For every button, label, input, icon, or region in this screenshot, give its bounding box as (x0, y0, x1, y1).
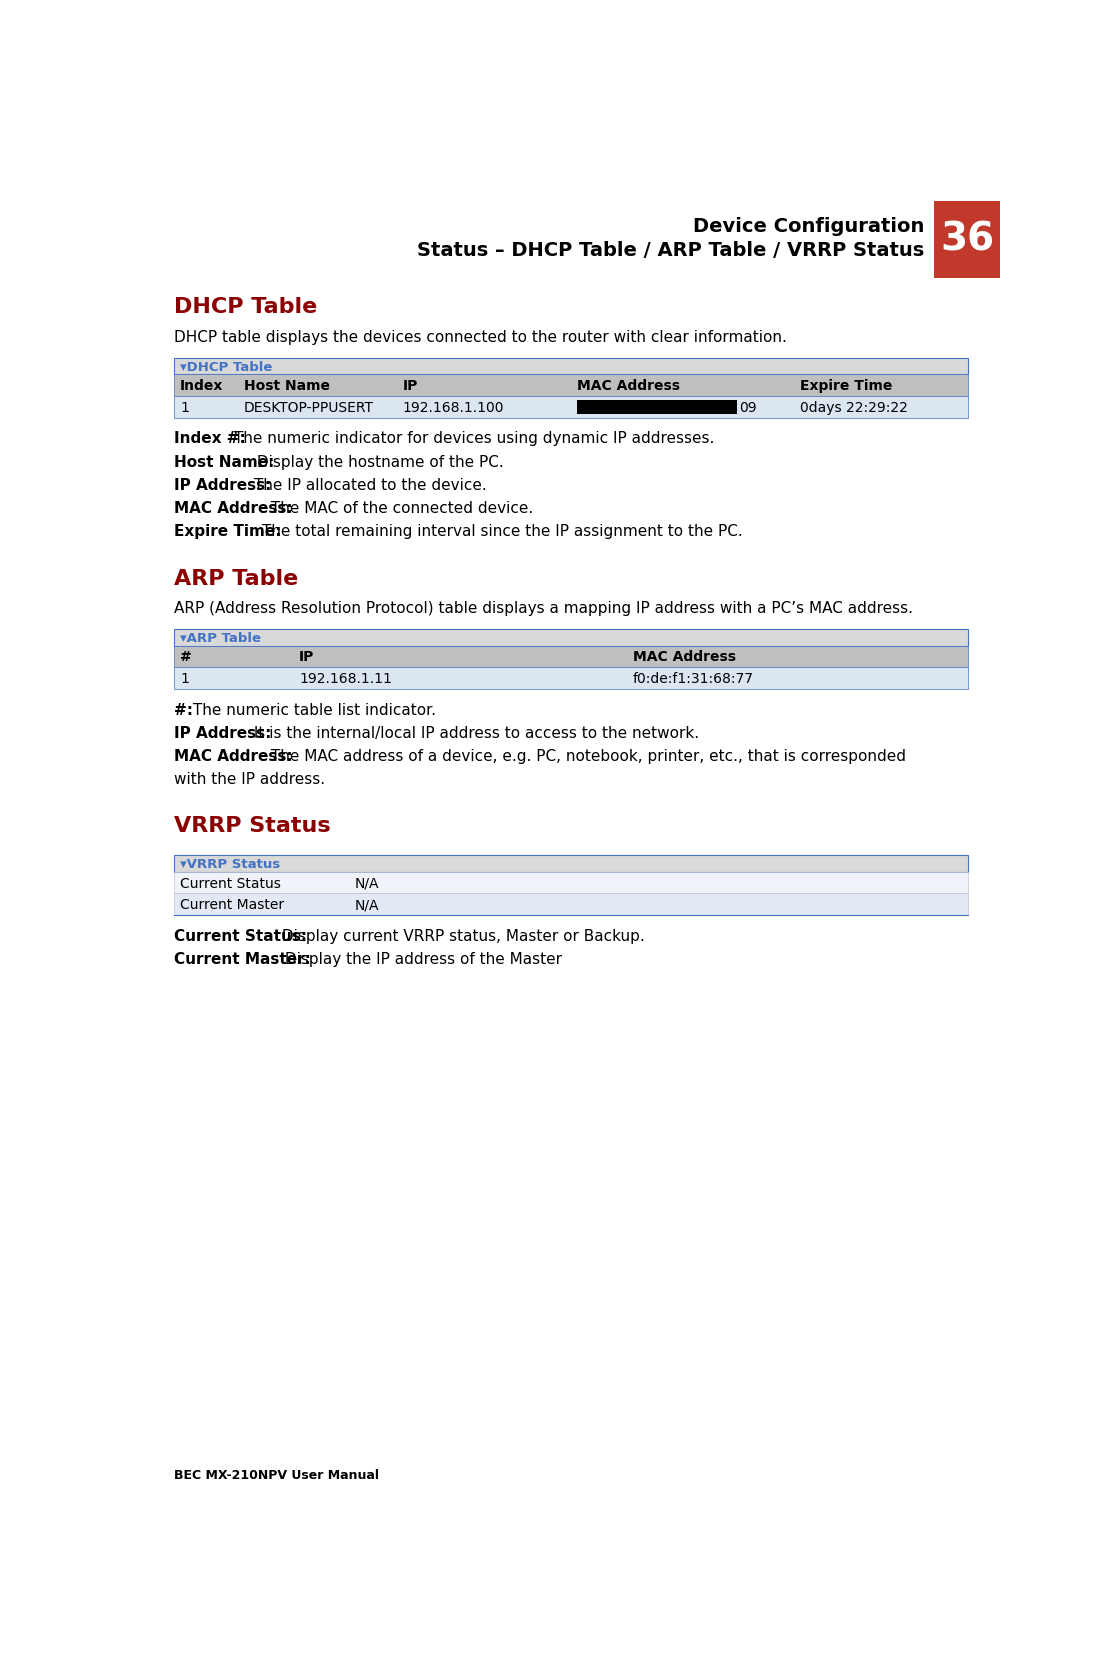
Text: Index #:: Index #: (173, 431, 246, 446)
Text: DHCP Table: DHCP Table (173, 297, 317, 317)
Text: Host Name:: Host Name: (173, 454, 274, 470)
Text: IP: IP (299, 651, 314, 664)
Text: 1: 1 (180, 672, 189, 686)
Text: 1: 1 (180, 401, 189, 414)
Text: MAC Address:: MAC Address: (173, 748, 292, 763)
Text: MAC Address:: MAC Address: (173, 501, 292, 517)
Bar (173, 646, 968, 667)
Bar (173, 629, 968, 646)
Text: N/A: N/A (354, 899, 379, 912)
Bar (934, 201, 1000, 278)
Text: f0:de:f1:31:68:77: f0:de:f1:31:68:77 (633, 672, 753, 686)
Text: 36: 36 (940, 221, 994, 258)
Bar (173, 855, 968, 872)
Text: The numeric indicator for devices using dynamic IP addresses.: The numeric indicator for devices using … (229, 431, 714, 446)
Text: The MAC of the connected device.: The MAC of the connected device. (266, 501, 533, 517)
Text: VRRP Status: VRRP Status (173, 817, 330, 837)
Bar (173, 374, 968, 396)
Text: Current Status: Current Status (180, 877, 281, 890)
Text: Display current VRRP status, Master or Backup.: Display current VRRP status, Master or B… (277, 929, 644, 944)
Bar (173, 872, 968, 894)
Bar (173, 667, 968, 689)
Bar (577, 399, 738, 414)
Text: N/A: N/A (354, 877, 379, 890)
Text: IP Address:: IP Address: (173, 478, 271, 493)
Text: The numeric table list indicator.: The numeric table list indicator. (189, 703, 437, 718)
Text: with the IP address.: with the IP address. (173, 771, 324, 787)
Text: IP Address:: IP Address: (173, 726, 271, 741)
Text: #:: #: (173, 703, 192, 718)
Bar (173, 894, 968, 916)
Text: Expire Time:: Expire Time: (173, 523, 281, 538)
Text: DESKTOP-PPUSERT: DESKTOP-PPUSERT (243, 401, 373, 414)
Text: Current Master: Current Master (180, 899, 284, 912)
Text: ARP Table: ARP Table (173, 569, 298, 589)
Text: ▾ARP Table: ▾ARP Table (180, 632, 261, 644)
Text: Display the IP address of the Master: Display the IP address of the Master (280, 953, 562, 968)
Text: DHCP table displays the devices connected to the router with clear information.: DHCP table displays the devices connecte… (173, 330, 787, 345)
Text: Status – DHCP Table / ARP Table / VRRP Status: Status – DHCP Table / ARP Table / VRRP S… (418, 241, 924, 260)
Text: MAC Address: MAC Address (633, 651, 735, 664)
Bar (173, 357, 968, 374)
Bar (173, 396, 968, 418)
Text: The MAC address of a device, e.g. PC, notebook, printer, etc., that is correspon: The MAC address of a device, e.g. PC, no… (266, 748, 905, 763)
Text: MAC Address: MAC Address (577, 379, 680, 392)
Text: 0days 22:29:22: 0days 22:29:22 (800, 401, 908, 414)
Text: ▾DHCP Table: ▾DHCP Table (180, 361, 272, 374)
Text: Device Configuration: Device Configuration (693, 216, 924, 236)
Text: The IP allocated to the device.: The IP allocated to the device. (249, 478, 487, 493)
Text: ARP (Address Resolution Protocol) table displays a mapping IP address with a PC’: ARP (Address Resolution Protocol) table … (173, 600, 913, 615)
Text: Current Status:: Current Status: (173, 929, 307, 944)
Text: ▾VRRP Status: ▾VRRP Status (180, 859, 280, 870)
Text: Index: Index (180, 379, 223, 392)
Text: Host Name: Host Name (243, 379, 330, 392)
Text: 192.168.1.100: 192.168.1.100 (402, 401, 504, 414)
Text: Display the hostname of the PC.: Display the hostname of the PC. (251, 454, 503, 470)
Text: 09: 09 (739, 401, 757, 414)
Text: BEC MX-210NPV User Manual: BEC MX-210NPV User Manual (173, 1469, 379, 1482)
Text: IP: IP (402, 379, 418, 392)
Text: Expire Time: Expire Time (800, 379, 892, 392)
Text: Current Master:: Current Master: (173, 953, 311, 968)
Text: The total remaining interval since the IP assignment to the PC.: The total remaining interval since the I… (257, 523, 743, 538)
Text: #: # (180, 651, 192, 664)
Text: 192.168.1.11: 192.168.1.11 (299, 672, 392, 686)
Text: It is the internal/local IP address to access to the network.: It is the internal/local IP address to a… (249, 726, 699, 741)
